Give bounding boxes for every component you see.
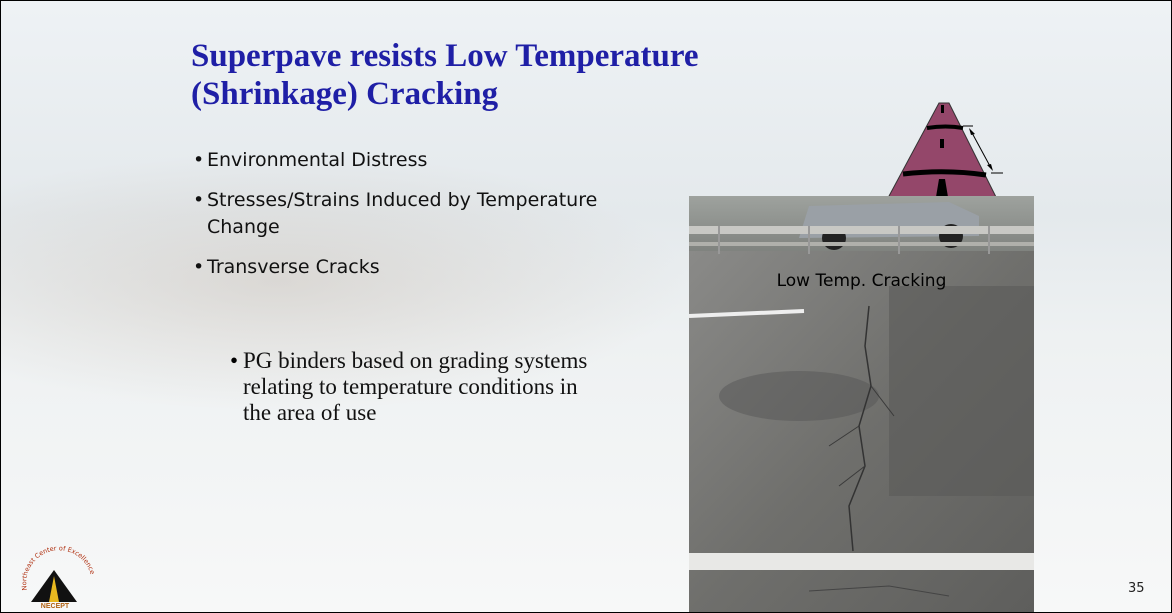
slide-title: Superpave resists Low Temperature (Shrin…: [191, 37, 699, 113]
title-line: Superpave resists Low Temperature: [191, 37, 699, 75]
necept-logo: Northeast Center of Excellence for Pavem…: [19, 546, 129, 610]
logo-name: NECEPT: [41, 603, 70, 610]
slide: Superpave resists Low Temperature (Shrin…: [0, 0, 1172, 613]
bullet: Transverse Cracks: [193, 254, 607, 281]
title-line: (Shrinkage) Cracking: [191, 75, 699, 113]
photo-caption: Low Temp. Cracking: [689, 271, 1034, 291]
bullet: Stresses/Strains Induced by Temperature …: [193, 187, 607, 241]
note-bullet: PG binders based on grading systems rela…: [243, 348, 593, 426]
bullet: Environmental Distress: [193, 147, 607, 174]
crack-photo: [689, 196, 1034, 613]
page-number: 35: [1128, 581, 1145, 596]
bullet-dot: •: [230, 348, 238, 374]
bullet-list: Environmental Distress Stresses/Strains …: [193, 147, 663, 294]
